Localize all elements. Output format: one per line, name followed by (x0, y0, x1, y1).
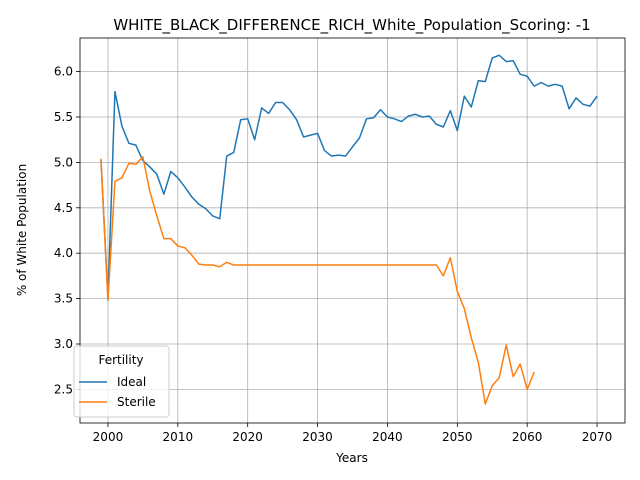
y-tick-label: 2.5 (54, 382, 73, 396)
y-tick-label: 6.0 (54, 65, 73, 79)
legend-label-sterile: Sterile (117, 395, 156, 409)
x-tick-label: 2050 (442, 430, 473, 444)
x-tick-label: 2010 (163, 430, 194, 444)
x-tick-label: 2040 (372, 430, 403, 444)
y-tick-label: 3.0 (54, 337, 73, 351)
x-tick-label: 2000 (93, 430, 124, 444)
legend-box (73, 345, 170, 418)
y-axis-label: % of White Population (15, 164, 29, 296)
x-tick-label: 2030 (302, 430, 333, 444)
y-tick-label: 3.5 (54, 292, 73, 306)
y-tick-label: 5.0 (54, 155, 73, 169)
x-tick-label: 2060 (512, 430, 543, 444)
series-line-ideal (100, 54, 598, 300)
x-tick-label: 2070 (582, 430, 613, 444)
axis-ticks: 2000 2010 2020 2030 2040 2050 2060 2070 2.5 3.0 3.… (54, 65, 612, 444)
legend: Fertility Ideal Sterile (73, 345, 170, 418)
series-lines (100, 54, 598, 405)
legend-title: Fertility (98, 353, 143, 367)
grid (80, 38, 625, 423)
y-tick-label: 5.5 (54, 110, 73, 124)
x-axis-label: Years (335, 451, 368, 465)
legend-label-ideal: Ideal (117, 375, 146, 389)
chart-title: WHITE_BLACK_DIFFERENCE_RICH_White_Popula… (113, 16, 590, 35)
y-tick-label: 4.5 (54, 201, 73, 215)
plot-area-frame (79, 37, 626, 424)
x-tick-label: 2020 (232, 430, 263, 444)
y-tick-label: 4.0 (54, 246, 73, 260)
